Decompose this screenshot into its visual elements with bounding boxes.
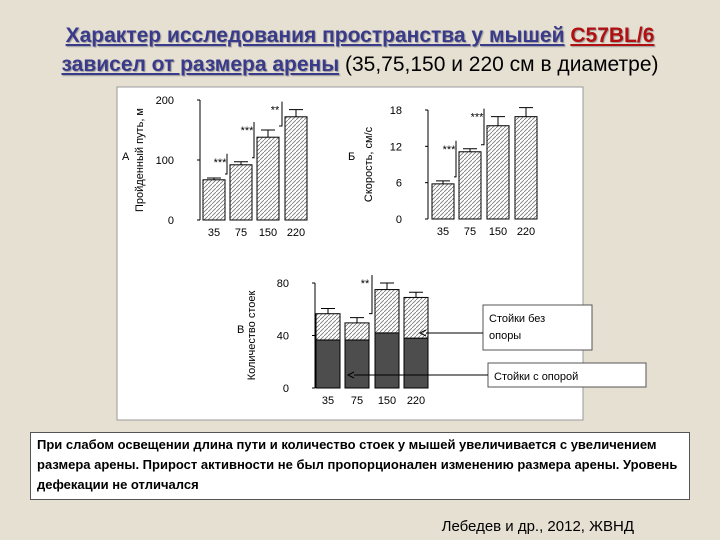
- legend-box: [487, 362, 647, 388]
- x-tick-label: 35: [208, 227, 220, 239]
- x-tick-label: 220: [287, 227, 305, 239]
- bar-segment: [374, 289, 400, 334]
- x-tick-label: 75: [351, 395, 363, 407]
- caption: При слабом освещении длина пути и количе…: [30, 432, 690, 500]
- y-tick-label: 80: [277, 278, 289, 290]
- error-bar: [261, 129, 275, 138]
- legend-arrow: [346, 371, 488, 379]
- y-tick-label: 40: [277, 331, 289, 343]
- x-tick-label: 75: [235, 227, 247, 239]
- significance-bracket: [279, 101, 283, 127]
- title: Характер исследования пространства у мыш…: [65, 24, 565, 47]
- error-bar: [519, 107, 533, 117]
- bar-segment: [344, 322, 370, 341]
- bar: [229, 164, 253, 221]
- bar: [458, 151, 482, 220]
- y-tick-label: 0: [396, 214, 402, 226]
- bar: [284, 116, 308, 221]
- error-bar: [234, 161, 248, 165]
- error-bar: [436, 180, 450, 184]
- significance: ***: [443, 144, 457, 156]
- bar: [202, 179, 226, 221]
- y-tick-label: 12: [390, 141, 402, 153]
- panel-label: Б: [348, 151, 355, 163]
- bar-segment: [403, 337, 429, 389]
- strain: C57BL/6: [570, 24, 655, 47]
- error-bar: [321, 307, 335, 314]
- significance: ***: [214, 157, 228, 169]
- significance-bracket: [252, 122, 255, 159]
- error-bar: [289, 109, 303, 117]
- title-line-1: Характер исследования пространства у мыш…: [0, 24, 720, 48]
- x-tick-label: 150: [489, 226, 507, 238]
- citation: Лебедев и др., 2012, ЖВНД: [441, 518, 634, 535]
- bar: [431, 183, 455, 220]
- x-tick-label: 35: [322, 395, 334, 407]
- y-tick-label: 200: [156, 95, 174, 107]
- error-bar: [463, 148, 477, 152]
- significance: ***: [241, 125, 255, 137]
- error-bar: [491, 116, 505, 126]
- significance-bracket: [225, 153, 228, 175]
- y-tick-label: 6: [396, 178, 402, 190]
- bar-segment: [315, 339, 341, 389]
- legend-arrow: [418, 329, 483, 337]
- legend-label-part: опоры: [489, 330, 521, 342]
- y-tick-label: 0: [168, 215, 174, 227]
- panel-label: А: [122, 151, 130, 163]
- bar-segment: [344, 339, 370, 389]
- y-tick-label: 18: [390, 105, 402, 117]
- significance-bracket: [481, 108, 485, 146]
- legend-label-part: Стойки без: [489, 313, 545, 325]
- x-tick-label: 220: [407, 395, 425, 407]
- title-line-2: зависел от размера арены (35,75,150 и 22…: [0, 53, 720, 77]
- bar-segment: [374, 332, 400, 389]
- x-tick-label: 75: [464, 226, 476, 238]
- legend-label: Стойки с опорой: [494, 371, 578, 383]
- significance: **: [271, 105, 280, 117]
- error-bar: [207, 177, 221, 180]
- significance: ***: [471, 112, 485, 124]
- x-tick-label: 35: [437, 226, 449, 238]
- error-bar: [380, 282, 394, 290]
- significance: **: [361, 278, 370, 290]
- bar-segment: [315, 313, 341, 341]
- bar: [514, 116, 538, 220]
- bar-segment: [403, 296, 429, 339]
- y-tick-label: 0: [283, 383, 289, 395]
- legend-label: Стойки без опоры: [489, 313, 545, 342]
- significance-bracket: [369, 275, 373, 315]
- title-note: (35,75,150 и 220 см в диаметре): [344, 53, 659, 76]
- y-axis-label: Пройденный путь, м: [134, 108, 146, 212]
- significance-bracket: [454, 140, 457, 178]
- error-bar: [350, 317, 364, 323]
- x-tick-label: 150: [378, 395, 396, 407]
- y-tick-label: 100: [156, 155, 174, 167]
- y-axis-label: Количество стоек: [246, 291, 258, 381]
- panel-label: В: [237, 324, 244, 336]
- x-tick-label: 150: [259, 227, 277, 239]
- x-tick-label: 220: [517, 226, 535, 238]
- legend-box: [482, 304, 593, 351]
- bar: [486, 125, 510, 220]
- bar: [256, 136, 280, 221]
- title: зависел от размера арены: [61, 53, 340, 76]
- y-axis-label: Скорость, см/с: [363, 126, 375, 202]
- error-bar: [409, 291, 423, 298]
